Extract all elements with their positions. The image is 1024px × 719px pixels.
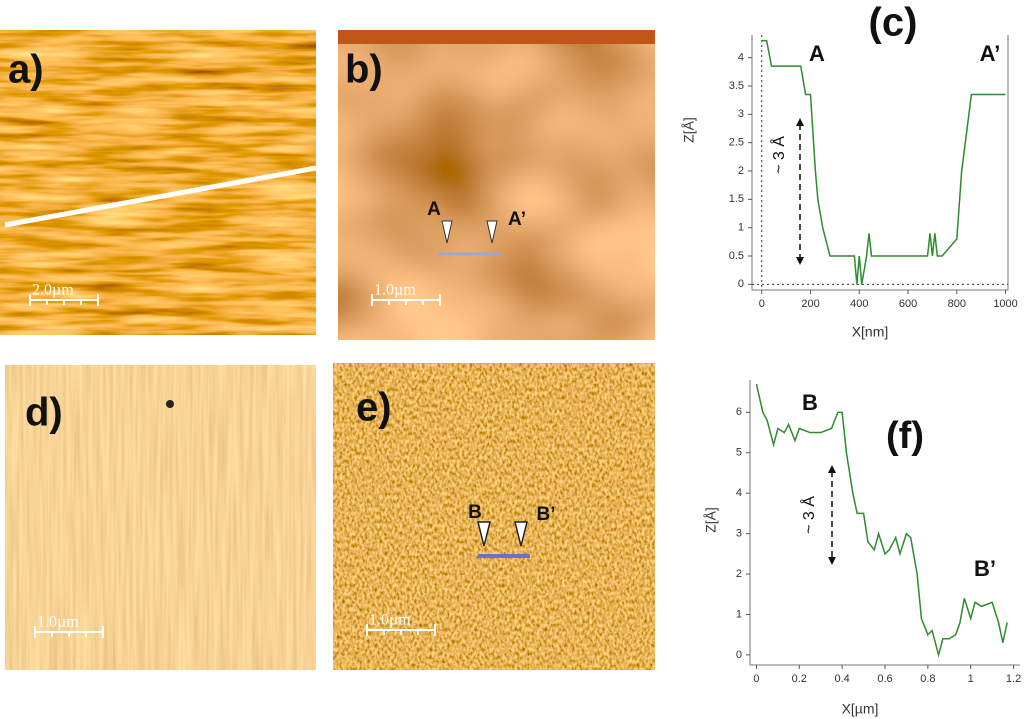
particle [166, 400, 174, 408]
marker-label: A [427, 199, 441, 220]
annotation: B’ [974, 556, 996, 581]
annotation: B [802, 390, 818, 415]
x-tick-label: 1 [968, 673, 974, 685]
panel-label: a) [8, 48, 44, 92]
y-tick-label: 5 [736, 447, 742, 459]
afm-image [0, 30, 316, 335]
marker-label: A’ [508, 209, 526, 230]
x-tick-label: 1000 [993, 298, 1017, 310]
x-tick-label: 0.8 [920, 673, 935, 685]
image-edge [338, 30, 655, 44]
y-tick-label: 3 [738, 108, 744, 120]
x-tick-label: 200 [801, 298, 819, 310]
y-tick-label: 0.5 [729, 250, 744, 262]
chart-title: (f) [886, 415, 924, 457]
panel-label: e) [356, 386, 392, 430]
marker-arrow [477, 521, 528, 547]
y-tick-label: 0 [736, 649, 742, 661]
x-tick-label: 0.4 [834, 673, 849, 685]
y-tick-label: 1 [738, 222, 744, 234]
y-tick-label: 3.5 [729, 80, 744, 92]
marker-label: B’ [537, 504, 556, 525]
x-tick-label: 0 [759, 298, 765, 310]
y-tick-label: 4 [738, 52, 744, 64]
y-tick-label: 3 [736, 528, 742, 540]
data-line [761, 39, 1006, 285]
scale-bar [34, 626, 104, 638]
annotation: ~ 3 Å [799, 496, 818, 534]
y-tick-label: 2 [738, 165, 744, 177]
annotation: A’ [980, 41, 1001, 66]
panel-label: d) [25, 391, 63, 435]
scale-bar [371, 294, 441, 306]
axis [751, 35, 1009, 291]
x-tick-label: 1.2 [1006, 673, 1021, 685]
afm-image [338, 30, 655, 340]
y-tick-label: 2 [736, 568, 742, 580]
marker-label: B [468, 502, 482, 523]
arrow-head [796, 118, 804, 265]
x-tick-label: 400 [850, 298, 868, 310]
y-tick-label: 6 [736, 406, 742, 418]
y-axis-label: Z[Å] [703, 507, 719, 533]
annotation: A [809, 41, 825, 66]
x-tick-label: 0.2 [792, 673, 807, 685]
y-tick-label: 1.5 [729, 193, 744, 205]
y-tick-label: 4 [736, 487, 742, 499]
marker-arrow [441, 220, 498, 244]
x-axis-label: X[µm] [842, 701, 879, 717]
x-tick-label: 0 [753, 673, 759, 685]
x-tick-label: 600 [899, 298, 917, 310]
y-axis-label: Z[Å] [681, 117, 697, 143]
y-tick-label: 0 [738, 278, 744, 290]
data-line [755, 383, 1008, 658]
scale-bar-label: 2.0µm [32, 282, 74, 299]
afm-image [5, 365, 316, 670]
scale-bar [366, 624, 436, 636]
afm-image [333, 363, 655, 670]
profile-line [4, 165, 317, 228]
y-tick-label: 2.5 [729, 137, 744, 149]
x-tick-label: 800 [948, 298, 966, 310]
scale-bar-label: 1.0µm [369, 612, 411, 629]
scale-bar [29, 294, 99, 306]
axis [749, 380, 1020, 666]
x-tick-label: 0.6 [877, 673, 892, 685]
scale-bar-label: 1.0µm [37, 614, 79, 631]
x-axis-label: X[nm] [852, 324, 889, 340]
y-tick-label: 1 [736, 608, 742, 620]
panel-label: b) [345, 48, 383, 92]
chart-title: (c) [869, 1, 918, 45]
annotation: ~ 3 Å [769, 136, 788, 174]
scale-bar-label: 1.0µm [374, 282, 416, 299]
